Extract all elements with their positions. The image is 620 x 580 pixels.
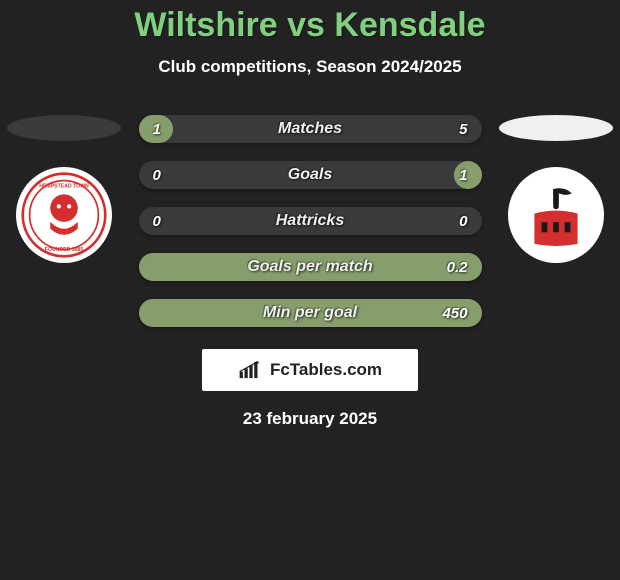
footer: FcTables.com 23 february 2025 <box>0 349 620 429</box>
right-form-ellipse <box>499 115 613 141</box>
stat-right-value: 450 <box>422 305 482 322</box>
stat-left-value: 0 <box>139 213 199 230</box>
stat-bar: Min per goal450 <box>139 299 482 327</box>
stat-label: Goals <box>199 166 422 184</box>
crest-right-icon <box>520 179 592 251</box>
stat-left-value: 0 <box>139 167 199 184</box>
stat-right-value: 0 <box>422 213 482 230</box>
source-logo-text: FcTables.com <box>270 360 382 380</box>
right-team-badge <box>508 167 604 263</box>
stats-list: 1Matches50Goals10Hattricks0Goals per mat… <box>124 115 496 327</box>
stat-label: Matches <box>199 120 422 138</box>
date-label: 23 february 2025 <box>243 409 377 429</box>
stat-label: Hattricks <box>199 212 422 230</box>
page-title: Wiltshire vs Kensdale <box>0 6 620 45</box>
stat-right-value: 1 <box>422 167 482 184</box>
stat-right-value: 0.2 <box>422 259 482 276</box>
left-team-badge: HEMPSTEAD TOWN FOUNDED 1885 <box>16 167 112 263</box>
right-side <box>496 115 616 263</box>
comparison-row: HEMPSTEAD TOWN FOUNDED 1885 1Matches50Go… <box>0 115 620 327</box>
source-logo: FcTables.com <box>202 349 418 391</box>
stat-left-value: 1 <box>139 121 199 138</box>
svg-text:HEMPSTEAD TOWN: HEMPSTEAD TOWN <box>39 183 89 189</box>
left-side: HEMPSTEAD TOWN FOUNDED 1885 <box>4 115 124 263</box>
crest-left-icon: HEMPSTEAD TOWN FOUNDED 1885 <box>21 172 107 258</box>
stat-bar: 0Goals1 <box>139 161 482 189</box>
stat-bar: Goals per match0.2 <box>139 253 482 281</box>
left-form-ellipse <box>7 115 121 141</box>
bars-icon <box>238 359 264 381</box>
subtitle: Club competitions, Season 2024/2025 <box>0 57 620 77</box>
stat-bar: 1Matches5 <box>139 115 482 143</box>
stat-bar: 0Hattricks0 <box>139 207 482 235</box>
stat-label: Goals per match <box>199 258 422 276</box>
stat-right-value: 5 <box>422 121 482 138</box>
stat-label: Min per goal <box>199 304 422 322</box>
svg-text:FOUNDED 1885: FOUNDED 1885 <box>45 247 84 253</box>
